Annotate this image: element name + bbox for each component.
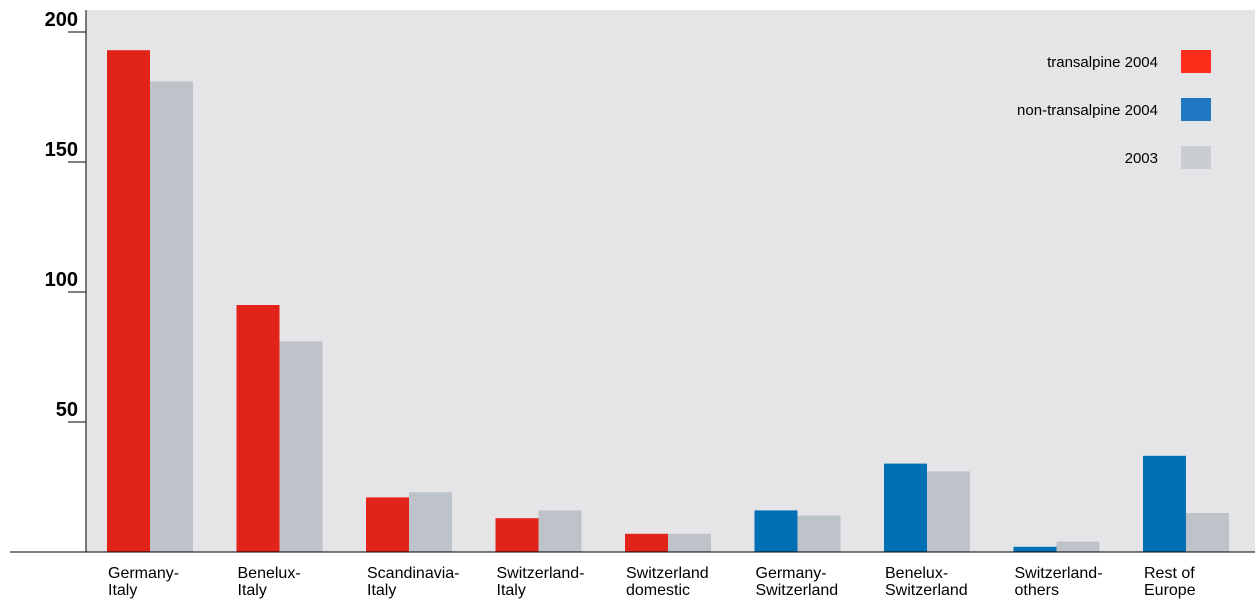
bar-2003-0 <box>150 81 193 553</box>
x-label-5: Germany-Switzerland <box>756 565 839 599</box>
y-tick-label-200: 200 <box>45 9 78 31</box>
x-label-6: Benelux-Switzerland <box>885 565 968 599</box>
x-label-3: Switzerland-Italy <box>497 565 585 599</box>
bar-2004-3 <box>495 518 539 552</box>
bar-2003-4 <box>668 533 711 552</box>
y-tick-label-100: 100 <box>45 269 78 291</box>
legend-swatch-0 <box>1181 50 1211 73</box>
y-axis-ticks: 50 100 150 200 <box>45 9 86 423</box>
bar-2004-2 <box>366 497 409 552</box>
x-label-1: Benelux-Italy <box>238 565 301 599</box>
bar-2004-4 <box>625 533 668 552</box>
x-axis-labels: Germany-Italy Benelux-Italy Scandinavia-It… <box>108 565 1196 599</box>
x-label-2: Scandinavia-Italy <box>367 565 460 599</box>
bar-2004-7 <box>1013 546 1057 552</box>
legend-label-2: 2003 <box>1125 150 1158 167</box>
bar-2003-3 <box>538 510 582 552</box>
legend-swatch-1 <box>1181 98 1211 121</box>
bar-2004-0 <box>107 50 150 552</box>
bar-2004-1 <box>236 305 280 552</box>
bar-2003-2 <box>409 492 452 552</box>
x-label-7: Switzerland-others <box>1015 565 1103 599</box>
x-label-8: Rest of Europe <box>1144 565 1196 599</box>
bar-2004-5 <box>754 510 798 552</box>
bar-2003-5 <box>797 515 841 552</box>
bar-2004-8 <box>1143 455 1186 552</box>
legend-label-1: non-transalpine 2004 <box>1017 102 1158 119</box>
bar-2003-8 <box>1186 513 1229 552</box>
legend-label-0: transalpine 2004 <box>1047 54 1158 71</box>
bars <box>107 50 1229 553</box>
y-tick-label-50: 50 <box>56 399 78 421</box>
y-tick-label-150: 150 <box>45 139 78 161</box>
legend-swatch-2 <box>1181 146 1211 169</box>
bar-2004-6 <box>884 463 927 552</box>
bar-2003-6 <box>927 471 970 552</box>
legend: transalpine 2004 non-transalpine 2004 2003 <box>1017 50 1211 169</box>
x-label-4: Switzerland domestic <box>626 565 709 599</box>
bar-2003-7 <box>1056 541 1100 552</box>
x-label-0: Germany-Italy <box>108 565 179 599</box>
bar-2003-1 <box>279 341 323 552</box>
